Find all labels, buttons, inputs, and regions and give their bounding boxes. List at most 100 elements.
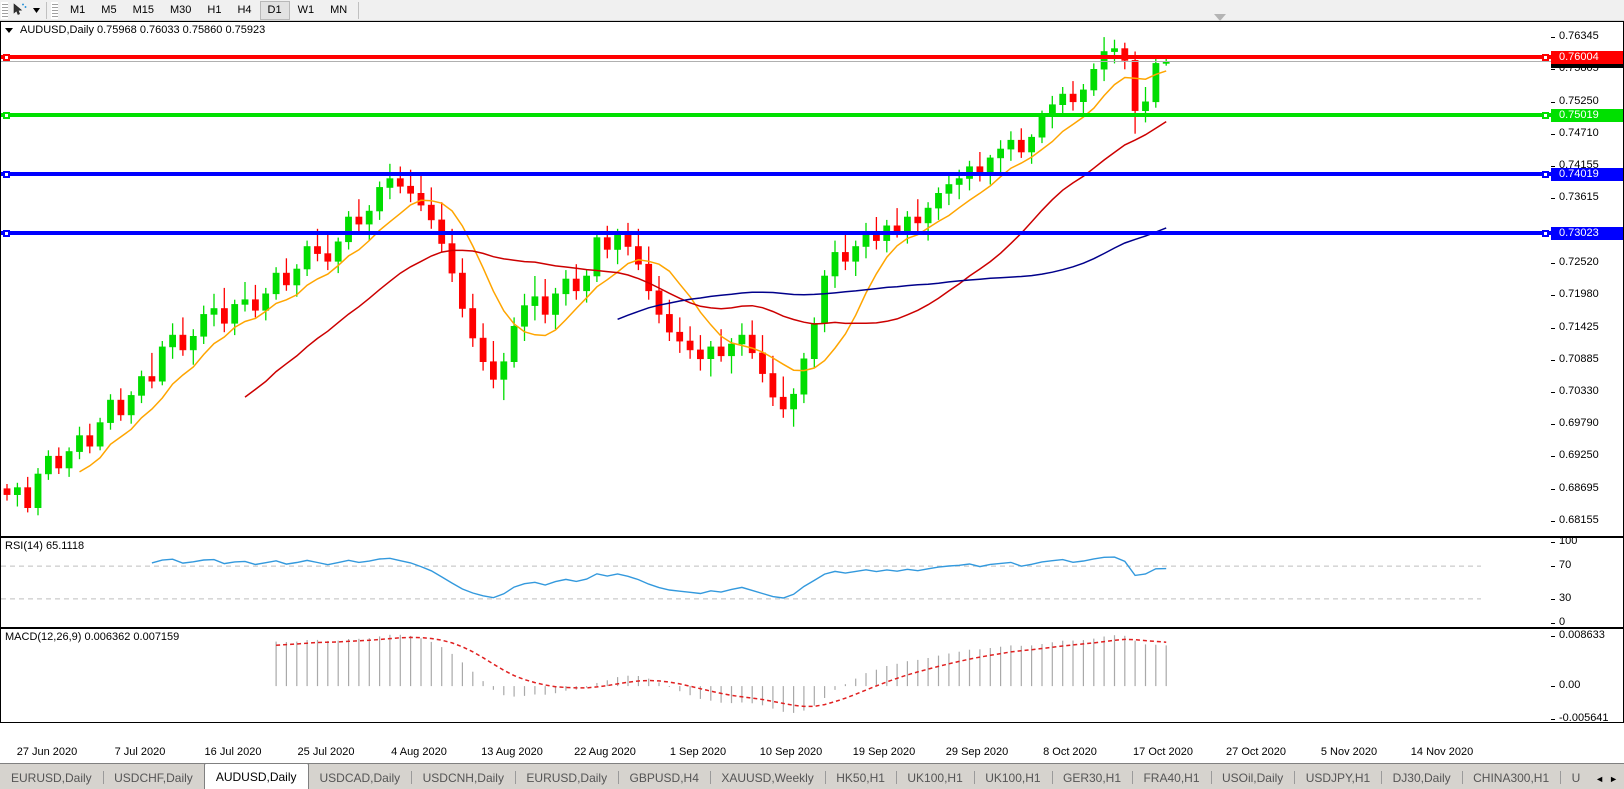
price-tick: 0.69250 [1551,449,1623,462]
chart-tab-eurusd-daily[interactable]: EURUSD,Daily [11,770,92,785]
tab-nav-controls[interactable]: ◄ ► [1591,774,1624,789]
price-tick: 0.71980 [1551,288,1623,301]
line-drag-handle[interactable] [3,229,10,237]
time-axis-label: 22 Aug 2020 [574,746,636,758]
candlestick-svg [3,37,1170,516]
time-axis-label: 27 Oct 2020 [1226,746,1286,758]
price-tick: 0.71425 [1551,321,1623,334]
rsi-tick: 0 [1551,616,1623,627]
chart-tab-uk100-h1[interactable]: UK100,H1 [907,770,963,785]
rsi-scale[interactable]: 100 70 30 0 [1551,538,1623,627]
timeframe-button-mn[interactable]: MN [330,4,348,16]
timeframe-button-m15[interactable]: M15 [132,4,154,16]
chart-tab-xauusd-weekly[interactable]: XAUUSD,Weekly [721,770,814,785]
rsi-pane[interactable]: RSI(14) 65.1118 100 70 30 0 [0,537,1624,628]
rsi-tick: 30 [1551,592,1623,605]
price-tag-level-line-blue-1[interactable]: 0.74019 [1551,167,1623,181]
time-axis-label: 25 Jul 2020 [297,746,355,758]
line-drag-handle[interactable] [1542,53,1549,61]
price-tag-resistance-line-red[interactable]: 0.76004 [1551,50,1623,64]
price-plot-canvas[interactable] [1,22,1623,536]
timeframe-button-d1[interactable]: D1 [259,0,290,20]
timeframe-button-m5[interactable]: M5 [101,4,117,16]
price-tick: 0.76345 [1551,30,1623,43]
collapse-triangle-icon[interactable] [5,27,13,33]
chart-shift-marker-icon[interactable] [1214,14,1226,21]
chevron-down-icon[interactable] [30,1,43,20]
chart-tab-usdchf-daily[interactable]: USDCHF,Daily [114,770,193,785]
time-axis-label: 29 Sep 2020 [945,746,1009,758]
price-scale[interactable]: 0.763450.758050.752500.747100.741550.736… [1551,22,1623,536]
macd-pane-header: MACD(12,26,9) 0.006362 0.007159 [5,631,179,643]
chart-area[interactable]: AUDUSD,Daily 0.75968 0.76033 0.75860 0.7… [0,14,1624,744]
line-drag-handle[interactable] [1542,111,1549,119]
time-axis-label: 4 Aug 2020 [391,746,447,758]
price-tag-support-line-green[interactable]: 0.75019 [1551,108,1623,122]
line-drag-handle[interactable] [1542,170,1549,178]
chart-tab-eurusd-daily[interactable]: EURUSD,Daily [526,770,608,785]
tab-next-icon[interactable]: ► [1609,774,1618,784]
chart-tab-usdcnh-daily[interactable]: USDCNH,Daily [422,770,504,785]
chart-tab-usoil-daily[interactable]: USOil,Daily [1221,770,1284,785]
macd-pane[interactable]: MACD(12,26,9) 0.006362 0.007159 0.008633… [0,628,1624,723]
price-tick: 0.69790 [1551,417,1623,430]
symbol-ohlc-label: AUDUSD,Daily 0.75968 0.76033 0.75860 0.7… [20,24,266,36]
price-tick: 0.73615 [1551,191,1623,204]
price-tag-level-line-blue-2[interactable]: 0.73023 [1551,226,1623,240]
time-axis-label: 13 Aug 2020 [481,746,543,758]
line-drag-handle[interactable] [3,53,10,61]
time-axis-label: 1 Sep 2020 [669,746,727,758]
line-drag-handle[interactable] [3,170,10,178]
chart-tab-bar[interactable]: EURUSD,Daily USDCHF,Daily AUDUSD,Daily USDC… [0,763,1624,789]
price-tick: 0.74710 [1551,127,1623,140]
line-drag-handle[interactable] [3,111,10,119]
price-tick: 0.70885 [1551,353,1623,366]
macd-svg [275,634,1167,713]
price-tick: 0.72520 [1551,256,1623,269]
chart-tab-u[interactable]: U [1571,770,1581,785]
rsi-tick: 70 [1551,559,1623,572]
chart-tab-china300-h1[interactable]: CHINA300,H1 [1473,770,1550,785]
chart-tab-gbpusd-h4[interactable]: GBPUSD,H4 [629,770,699,785]
toolbar-divider [46,1,47,19]
toolbar-grip[interactable] [1,1,8,19]
time-axis-label: 16 Jul 2020 [204,746,262,758]
time-axis-label: 7 Jul 2020 [114,746,166,758]
toolbar-divider-2 [358,1,360,19]
line-drag-handle[interactable] [1542,229,1549,237]
chart-tab-hk50-h1[interactable]: HK50,H1 [836,770,885,785]
price-pane[interactable]: AUDUSD,Daily 0.75968 0.76033 0.75860 0.7… [0,21,1624,537]
chart-tab-fra40-h1[interactable]: FRA40,H1 [1143,770,1200,785]
time-axis-label: 14 Nov 2020 [1410,746,1474,758]
time-axis-label: 19 Sep 2020 [852,746,916,758]
rsi-tick: 100 [1551,538,1623,548]
time-axis: 27 Jun 2020 7 Jul 2020 16 Jul 2020 25 Jul 2… [0,744,1624,763]
chart-tab-dj30-daily[interactable]: DJ30,Daily [1392,770,1451,785]
chart-tab-ger30-h1[interactable]: GER30,H1 [1063,770,1122,785]
macd-scale[interactable]: 0.008633 0.00 -0.005641 [1551,629,1623,722]
time-axis-label: 8 Oct 2020 [1043,746,1097,758]
chart-tab-usdcad-daily[interactable]: USDCAD,Daily [319,770,401,785]
chart-tab-usdjpy-h1[interactable]: USDJPY,H1 [1305,770,1371,785]
crosshair-cursor-icon[interactable] [8,1,30,20]
timeframe-button-m30[interactable]: M30 [169,4,192,16]
tab-prev-icon[interactable]: ◄ [1595,774,1605,784]
chart-tab-uk100-h1[interactable]: UK100,H1 [985,770,1041,785]
timeframe-button-m1[interactable]: M1 [70,4,86,16]
time-axis-label: 27 Jun 2020 [16,746,78,758]
macd-header-label: MACD(12,26,9) 0.006362 0.007159 [5,631,180,643]
chart-tab-audusd-daily[interactable]: AUDUSD,Daily [203,764,309,789]
tab-list: EURUSD,Daily USDCHF,Daily AUDUSD,Daily USDC… [0,764,1591,789]
timeframe-button-h4[interactable]: H4 [237,4,252,16]
timeframe-button-h1[interactable]: H1 [207,4,222,16]
timeframe-toolbar: M1 M5 M15 M30 H1 H4 D1 W1 MN [0,0,1624,21]
timeframe-group-grip[interactable] [51,1,58,19]
timeframe-button-w1[interactable]: W1 [297,4,315,16]
rsi-svg [1,556,1481,600]
macd-plot-canvas[interactable] [1,629,1623,722]
macd-tick: 0.008633 [1551,629,1623,642]
rsi-plot-canvas[interactable] [1,538,1623,627]
price-tick: 0.75250 [1551,95,1623,108]
timeframe-list: M1 M5 M15 M30 H1 H4 D1 W1 MN [62,0,355,20]
